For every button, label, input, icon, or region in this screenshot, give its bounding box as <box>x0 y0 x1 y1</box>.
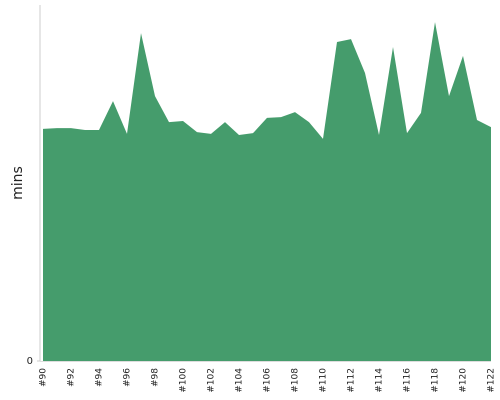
y-axis-label: mins <box>10 166 26 200</box>
x-tick-label: #94 <box>95 368 105 387</box>
x-tick-label: #108 <box>291 368 301 393</box>
x-tick-label: #92 <box>67 368 77 387</box>
x-tick-label: #102 <box>207 368 217 393</box>
x-tick-label: #104 <box>235 368 245 393</box>
x-tick-label: #110 <box>319 368 329 393</box>
x-tick-label: #100 <box>179 368 189 393</box>
x-tick-label: #122 <box>487 368 497 393</box>
x-tick-label: #96 <box>123 368 133 387</box>
x-tick-label: #118 <box>431 368 441 393</box>
x-tick-label: #120 <box>459 368 469 393</box>
area <box>43 22 491 361</box>
x-tick-label: #114 <box>375 368 385 393</box>
x-tick-label: #112 <box>347 368 357 393</box>
y-tick-label: 0 <box>27 356 33 367</box>
x-tick-label: #106 <box>263 368 273 393</box>
x-tick-label: #98 <box>151 368 161 387</box>
x-tick-label: #90 <box>39 368 49 387</box>
x-tick-label: #116 <box>403 368 413 393</box>
